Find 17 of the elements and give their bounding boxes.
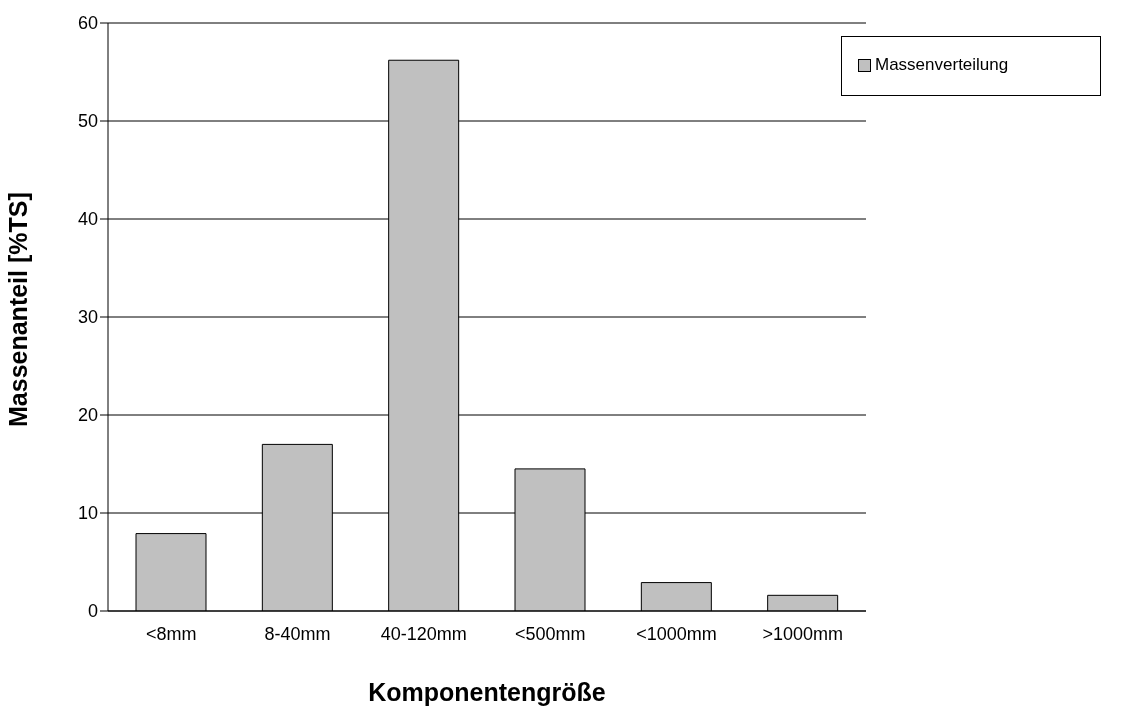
y-tick-label: 10 [77,503,98,524]
y-tick-label: 40 [77,209,98,230]
y-tick-label: 0 [87,601,98,622]
legend-label: Massenverteilung [874,55,1009,75]
x-tick-label: 8-40mm [264,623,331,644]
legend-box: Massenverteilung [841,36,1101,96]
y-tick-label: 20 [77,405,98,426]
x-tick-label: <500mm [514,623,586,644]
x-tick-label: <1000mm [636,623,717,644]
x-tick-label: >1000mm [762,623,844,644]
x-tick-label: 40-120mm [380,623,467,644]
y-axis-title: Massenanteil [%TS] [3,192,32,427]
x-axis-title: Komponentengröße [368,678,606,706]
y-tick-label: 30 [77,307,98,328]
y-tick-label: 50 [77,111,98,132]
y-tick-label: 60 [77,13,98,34]
x-tick-label: <8mm [145,623,197,644]
